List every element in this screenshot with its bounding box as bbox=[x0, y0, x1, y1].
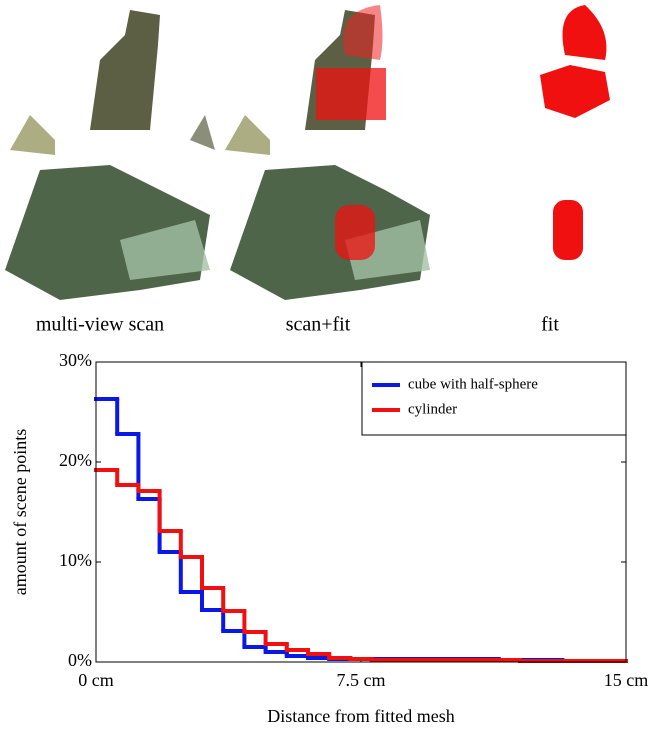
y-tick-label: 0% bbox=[68, 650, 92, 670]
image-caption: scan+fit bbox=[286, 314, 351, 336]
x-tick-label: 15 cm bbox=[604, 670, 649, 690]
fit-shape bbox=[563, 5, 607, 60]
y-tick-label: 10% bbox=[59, 550, 92, 570]
image-caption: multi-view scan bbox=[36, 314, 164, 336]
point-cloud bbox=[10, 115, 55, 155]
y-axis-label: amount of scene points bbox=[10, 429, 30, 595]
fit-shape bbox=[540, 65, 610, 118]
x-tick-label: 7.5 cm bbox=[337, 670, 386, 690]
legend-label: cylinder bbox=[408, 401, 457, 417]
x-axis-label: Distance from fitted mesh bbox=[267, 706, 454, 726]
chart: 0% 10% 20% 30% 0 cm 7.5 cm 15 cm Distance from … bbox=[10, 350, 648, 726]
point-cloud bbox=[90, 10, 160, 130]
point-cloud bbox=[190, 115, 215, 150]
legend-label: cube with half-sphere bbox=[408, 376, 538, 392]
fit-overlay bbox=[316, 68, 386, 120]
image-caption: fit bbox=[541, 314, 559, 336]
fit-shape bbox=[553, 200, 583, 260]
fit-overlay bbox=[335, 205, 375, 260]
point-cloud bbox=[225, 115, 270, 155]
y-tick-label: 20% bbox=[59, 450, 92, 470]
figure: multi-view scan scan+fit fit 0% 10% 20% 30%… bbox=[0, 0, 655, 729]
x-tick-label: 0 cm bbox=[78, 670, 114, 690]
legend-box bbox=[362, 362, 626, 435]
scan-images: multi-view scan scan+fit fit bbox=[5, 5, 610, 336]
y-tick-label: 30% bbox=[59, 350, 92, 370]
